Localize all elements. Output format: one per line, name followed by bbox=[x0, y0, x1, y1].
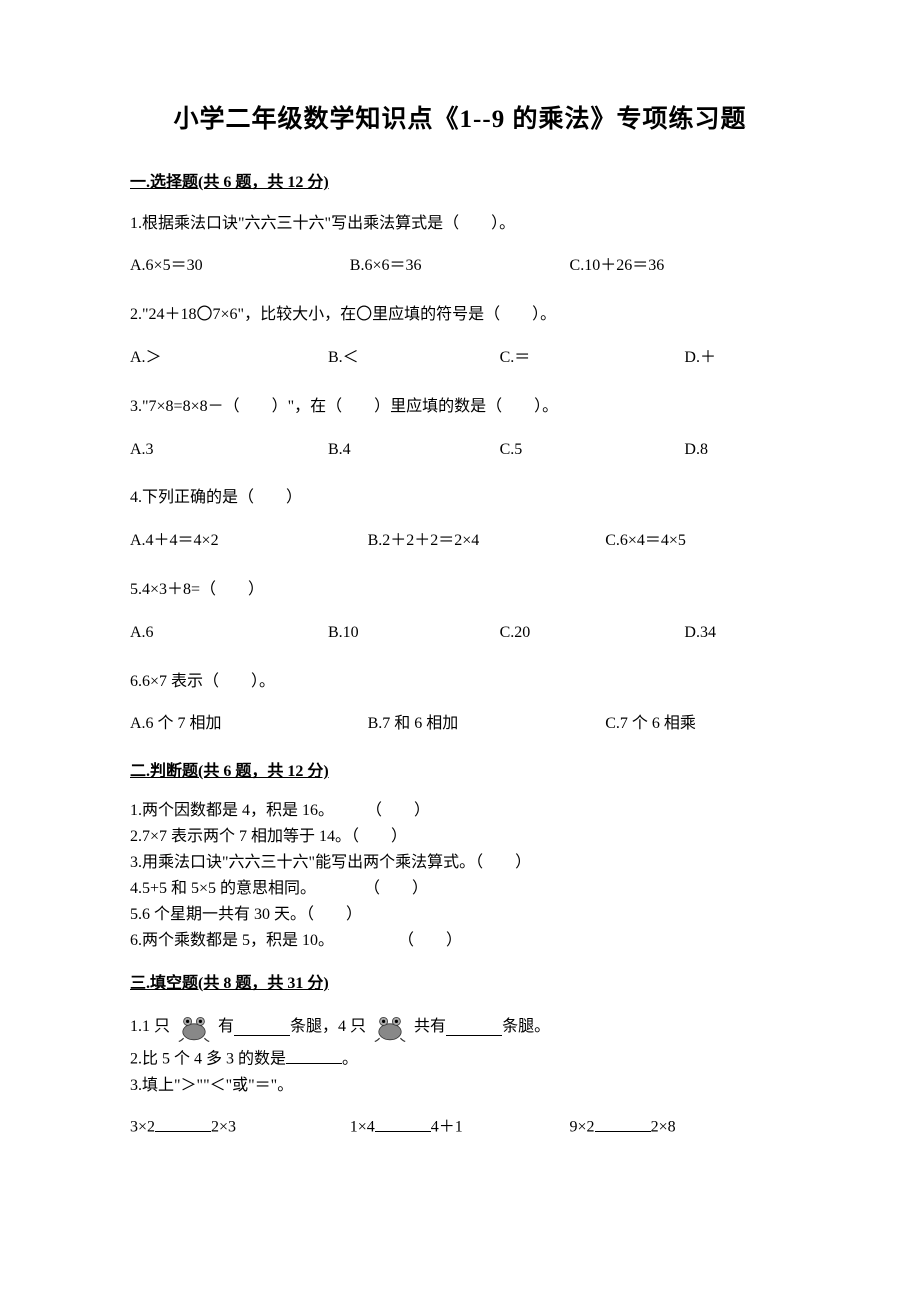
q6-options: A.6 个 7 相加 B.7 和 6 相加 C.7 个 6 相乘 bbox=[130, 710, 790, 739]
cmp-c-right: 2×8 bbox=[651, 1119, 676, 1136]
cmp-a-left: 3×2 bbox=[130, 1119, 155, 1136]
q2-options: A.＞ B.＜ C.＝ D.＋ bbox=[130, 344, 790, 373]
blank-field[interactable] bbox=[595, 1114, 651, 1132]
fill-compare-a: 3×2 2×3 bbox=[130, 1114, 350, 1140]
q5-opt-b: B.10 bbox=[328, 619, 500, 648]
section-fill-header: 三.填空题(共 8 题，共 31 分) bbox=[130, 971, 790, 997]
judge-q2: 2.7×7 表示两个 7 相加等于 14。（ ） bbox=[130, 825, 790, 849]
section-choice-header: 一.选择题(共 6 题，共 12 分) bbox=[130, 170, 790, 196]
blank-field[interactable] bbox=[286, 1046, 342, 1064]
q6-opt-c: C.7 个 6 相乘 bbox=[605, 710, 803, 739]
q1-opt-c: C.10＋26＝36 bbox=[570, 252, 790, 281]
q1-options: A.6×5＝30 B.6×6＝36 C.10＋26＝36 bbox=[130, 252, 790, 281]
judge-q1: 1.两个因数都是 4，积是 16。 （ ） bbox=[130, 799, 790, 823]
q2-opt-d: D.＋ bbox=[684, 344, 790, 373]
cmp-c-left: 9×2 bbox=[570, 1119, 595, 1136]
cmp-b-right: 4＋1 bbox=[431, 1119, 463, 1136]
blank-field[interactable] bbox=[375, 1114, 431, 1132]
q2-text: 2."24＋18〇7×6"，比较大小，在〇里应填的符号是（ ）。 bbox=[130, 301, 790, 330]
fill-q1-d: 共有 bbox=[414, 1015, 446, 1039]
q3-options: A.3 B.4 C.5 D.8 bbox=[130, 436, 790, 465]
q5-text: 5.4×3＋8=（ ） bbox=[130, 576, 790, 605]
blank-field[interactable] bbox=[446, 1019, 502, 1037]
q5-opt-c: C.20 bbox=[500, 619, 685, 648]
fill-compare-row: 3×2 2×3 1×4 4＋1 9×2 2×8 bbox=[130, 1114, 790, 1140]
fill-q1-c: 条腿，4 只 bbox=[290, 1015, 366, 1039]
fill-q2: 2.比 5 个 4 多 3 的数是 。 bbox=[130, 1046, 790, 1072]
judge-q6: 6.两个乘数都是 5，积是 10。 （ ） bbox=[130, 929, 790, 953]
q2-opt-c: C.＝ bbox=[500, 344, 685, 373]
q4-opt-b: B.2＋2＋2＝2×4 bbox=[368, 527, 606, 556]
fill-q1-e: 条腿。 bbox=[502, 1015, 550, 1039]
q3-text: 3."7×8=8×8－（ ）"，在（ ）里应填的数是（ ）。 bbox=[130, 393, 790, 422]
q5-options: A.6 B.10 C.20 D.34 bbox=[130, 619, 790, 648]
q2-opt-b: B.＜ bbox=[328, 344, 500, 373]
fill-compare-b: 1×4 4＋1 bbox=[350, 1114, 570, 1140]
cmp-a-right: 2×3 bbox=[211, 1119, 236, 1136]
choice-q1: 1.根据乘法口诀"六六三十六"写出乘法算式是（ ）。 A.6×5＝30 B.6×… bbox=[130, 210, 790, 282]
fill-q1: 1.1 只 有 条腿，4 只 共有 条腿。 bbox=[130, 1010, 790, 1044]
q1-text: 1.根据乘法口诀"六六三十六"写出乘法算式是（ ）。 bbox=[130, 210, 790, 239]
q1-opt-a: A.6×5＝30 bbox=[130, 252, 350, 281]
judge-q3: 3.用乘法口诀"六六三十六"能写出两个乘法算式。（ ） bbox=[130, 851, 790, 875]
q4-opt-c: C.6×4＝4×5 bbox=[605, 527, 803, 556]
blank-field[interactable] bbox=[234, 1019, 290, 1037]
q6-opt-b: B.7 和 6 相加 bbox=[368, 710, 606, 739]
frog-icon bbox=[174, 1010, 214, 1044]
q3-opt-b: B.4 bbox=[328, 436, 500, 465]
fill-q3: 3.填上"＞""＜"或"＝"。 bbox=[130, 1074, 790, 1098]
choice-q6: 6.6×7 表示（ ）。 A.6 个 7 相加 B.7 和 6 相加 C.7 个… bbox=[130, 668, 790, 740]
fill-q1-a: 1.1 只 bbox=[130, 1015, 170, 1039]
q5-opt-a: A.6 bbox=[130, 619, 328, 648]
q1-opt-b: B.6×6＝36 bbox=[350, 252, 570, 281]
cmp-b-left: 1×4 bbox=[350, 1119, 375, 1136]
q3-opt-c: C.5 bbox=[500, 436, 685, 465]
q3-opt-a: A.3 bbox=[130, 436, 328, 465]
judge-q5: 5.6 个星期一共有 30 天。（ ） bbox=[130, 903, 790, 927]
frog-icon bbox=[370, 1010, 410, 1044]
section-judge-header: 二.判断题(共 6 题，共 12 分) bbox=[130, 759, 790, 785]
q6-opt-a: A.6 个 7 相加 bbox=[130, 710, 368, 739]
q2-opt-a: A.＞ bbox=[130, 344, 328, 373]
page-title: 小学二年级数学知识点《1--9 的乘法》专项练习题 bbox=[130, 100, 790, 140]
fill-q2-end: 。 bbox=[342, 1051, 358, 1068]
q4-text: 4.下列正确的是（ ） bbox=[130, 484, 790, 513]
q4-opt-a: A.4＋4＝4×2 bbox=[130, 527, 368, 556]
fill-q1-b: 有 bbox=[218, 1015, 234, 1039]
q3-opt-d: D.8 bbox=[684, 436, 790, 465]
q4-options: A.4＋4＝4×2 B.2＋2＋2＝2×4 C.6×4＝4×5 bbox=[130, 527, 790, 556]
q6-text: 6.6×7 表示（ ）。 bbox=[130, 668, 790, 697]
choice-q2: 2."24＋18〇7×6"，比较大小，在〇里应填的符号是（ ）。 A.＞ B.＜… bbox=[130, 301, 790, 373]
fill-q2-text: 2.比 5 个 4 多 3 的数是 bbox=[130, 1051, 286, 1068]
choice-q4: 4.下列正确的是（ ） A.4＋4＝4×2 B.2＋2＋2＝2×4 C.6×4＝… bbox=[130, 484, 790, 556]
choice-q5: 5.4×3＋8=（ ） A.6 B.10 C.20 D.34 bbox=[130, 576, 790, 648]
choice-q3: 3."7×8=8×8－（ ）"，在（ ）里应填的数是（ ）。 A.3 B.4 C… bbox=[130, 393, 790, 465]
q5-opt-d: D.34 bbox=[684, 619, 790, 648]
fill-compare-c: 9×2 2×8 bbox=[570, 1114, 790, 1140]
blank-field[interactable] bbox=[155, 1114, 211, 1132]
judge-q4: 4.5+5 和 5×5 的意思相同。 （ ） bbox=[130, 877, 790, 901]
